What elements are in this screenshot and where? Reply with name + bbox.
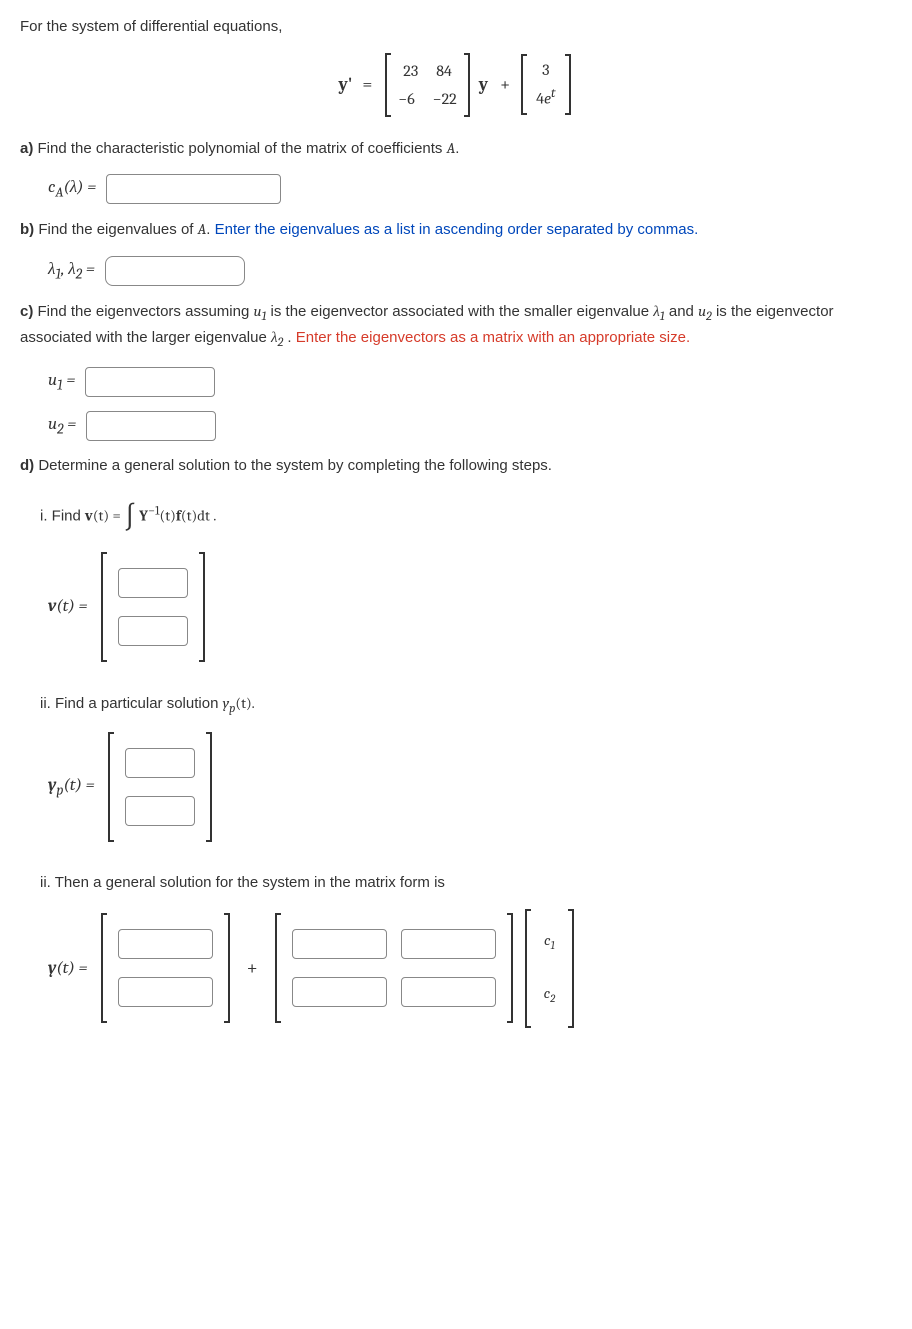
- system-equation: y' = 2384 −6−22 y + 3 4et: [20, 53, 892, 117]
- step-iii-label: ii. Then a general solution for the syst…: [40, 872, 892, 895]
- fund-11-input[interactable]: [292, 929, 387, 959]
- u2-row: u2 =: [20, 411, 892, 441]
- constants-vector: c1 c2: [522, 909, 578, 1028]
- plus-symbol: +: [247, 953, 258, 983]
- fund-12-input[interactable]: [401, 929, 496, 959]
- part-b: b) Find the eigenvalues of A. Enter the …: [20, 218, 892, 242]
- eigenvalues-row: λ1, λ2 =: [20, 256, 892, 286]
- v-matrix: [98, 552, 208, 662]
- char-poly-input[interactable]: [106, 174, 281, 204]
- y-particular-matrix: [98, 913, 233, 1023]
- y-general-row: y(t) = + c1 c2: [20, 909, 892, 1028]
- yp-entry-1-input[interactable]: [125, 748, 195, 778]
- u1-input[interactable]: [85, 367, 215, 397]
- eq-plus: +: [500, 71, 510, 98]
- yp-matrix: [105, 732, 215, 842]
- part-c: c) Find the eigenvectors assuming u1 is …: [20, 300, 892, 354]
- c2-label: c2: [544, 982, 556, 1008]
- v-row: v(t) =: [20, 552, 892, 662]
- v-entry-1-input[interactable]: [118, 568, 188, 598]
- eq-eq: =: [362, 71, 372, 98]
- step-i-label: i. Find v(t) = ∫ Y−1(t)f(t)dt .: [40, 496, 892, 538]
- eq-y: y: [479, 71, 488, 98]
- coefficient-matrix: 2384 −6−22: [382, 53, 472, 117]
- step-ii-label: ii. Find a particular solution yp(t).: [40, 692, 892, 719]
- forcing-vector: 3 4et: [518, 54, 573, 114]
- part-d: d) Determine a general solution to the s…: [20, 455, 892, 478]
- v-entry-2-input[interactable]: [118, 616, 188, 646]
- eq-lhs: y': [338, 71, 352, 98]
- eigenvalues-input[interactable]: [105, 256, 245, 286]
- yp-entry-2-input[interactable]: [125, 796, 195, 826]
- u1-row: u1 =: [20, 367, 892, 397]
- yp-row: yp(t) =: [20, 732, 892, 842]
- c1-label: c1: [544, 929, 555, 955]
- intro-text: For the system of differential equations…: [20, 16, 892, 39]
- y-part-2-input[interactable]: [118, 977, 213, 1007]
- char-poly-row: cA(λ) =: [20, 174, 892, 204]
- y-part-1-input[interactable]: [118, 929, 213, 959]
- u2-input[interactable]: [86, 411, 216, 441]
- fundamental-matrix: [272, 913, 516, 1023]
- part-a: a) Find the characteristic polynomial of…: [20, 137, 892, 161]
- fund-21-input[interactable]: [292, 977, 387, 1007]
- fund-22-input[interactable]: [401, 977, 496, 1007]
